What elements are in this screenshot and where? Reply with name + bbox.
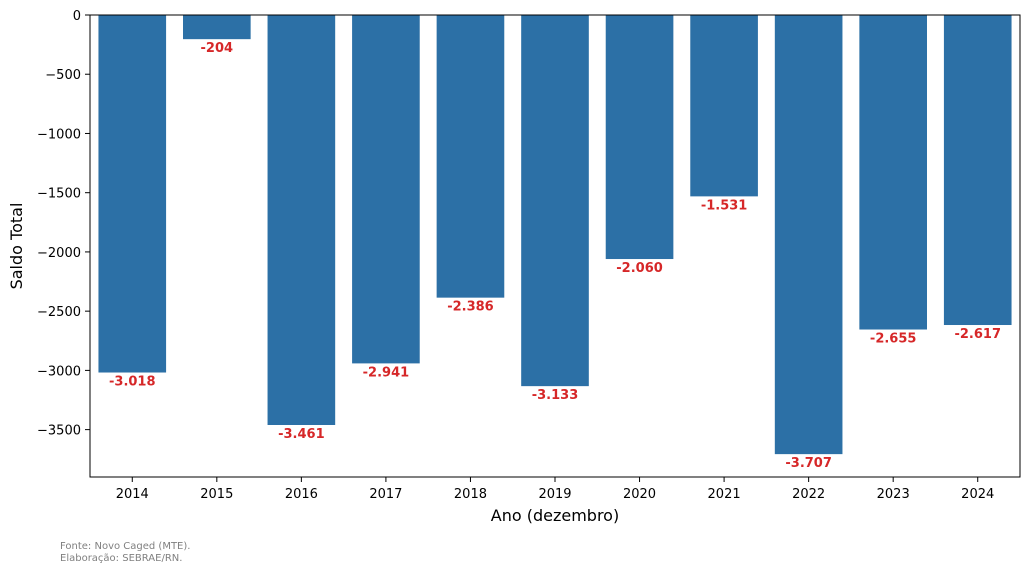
x-tick-label-2021: 2021	[708, 487, 741, 502]
data-label-2021: -1.531	[701, 198, 748, 213]
bars-group	[98, 15, 1012, 455]
data-label-2016: -3.461	[278, 427, 325, 442]
bar-2015	[183, 15, 251, 40]
y-tick-label: −1500	[37, 187, 81, 202]
bar-2024	[943, 15, 1012, 326]
data-label-2014: -3.018	[109, 375, 156, 390]
x-tick-label-2019: 2019	[538, 487, 571, 502]
x-tick-label-2020: 2020	[623, 487, 656, 502]
y-tick-label: −2000	[37, 246, 81, 261]
x-tick-label-2018: 2018	[454, 487, 487, 502]
y-tick-label: 0	[73, 9, 81, 24]
y-tick-label: −1000	[37, 127, 81, 142]
x-tick-label-2022: 2022	[792, 487, 825, 502]
x-axis-title: Ano (dezembro)	[491, 506, 619, 525]
data-label-2015: -204	[201, 41, 234, 56]
data-label-2024: -2.617	[954, 327, 1001, 342]
elaboration-note: Elaboração: SEBRAE/RN.	[60, 553, 183, 564]
data-label-2017: -2.941	[363, 365, 410, 380]
bar-2017	[352, 15, 420, 364]
y-tick-label: −3500	[37, 424, 81, 439]
plot-frame	[89, 14, 1021, 478]
x-tick-label-2023: 2023	[877, 487, 910, 502]
data-label-2018: -2.386	[447, 300, 494, 315]
y-axis-ticks: 0 −500 −1000 −1500 −2000 −2500 −3000 −3500	[37, 9, 90, 439]
bar-2021	[690, 15, 758, 197]
bar-2014	[98, 15, 167, 373]
bar-2022	[774, 15, 843, 455]
x-tick-label-2014: 2014	[116, 487, 149, 502]
x-tick-label-2017: 2017	[369, 487, 402, 502]
data-label-2023: -2.655	[870, 332, 917, 347]
y-axis-title: Saldo Total	[7, 203, 26, 290]
data-label-2020: -2.060	[616, 261, 663, 276]
data-label-2022: -3.707	[785, 456, 832, 471]
bar-2016	[267, 15, 336, 425]
x-axis-ticks: 2014 2015 2016 2017 2018 2019 2020 2021 2022 2023…	[116, 477, 994, 502]
bar-2023	[859, 15, 927, 330]
x-tick-label-2024: 2024	[961, 487, 994, 502]
data-label-2019: -3.133	[532, 388, 579, 403]
footer-note: Fonte: Novo Caged (MTE). Elaboração: SEB…	[60, 541, 190, 565]
bar-2019	[521, 15, 589, 387]
bar-2020	[605, 15, 674, 260]
x-tick-label-2015: 2015	[200, 487, 233, 502]
y-tick-label: −3000	[37, 364, 81, 379]
bar-2018	[436, 15, 505, 298]
source-note: Fonte: Novo Caged (MTE).	[60, 541, 191, 552]
data-labels-group: -3.018 -204 -3.461 -2.941 -2.386 -3.133 -2.060…	[109, 41, 1001, 471]
y-tick-label: −500	[45, 68, 81, 83]
x-tick-label-2016: 2016	[285, 487, 318, 502]
y-tick-label: −2500	[37, 305, 81, 320]
